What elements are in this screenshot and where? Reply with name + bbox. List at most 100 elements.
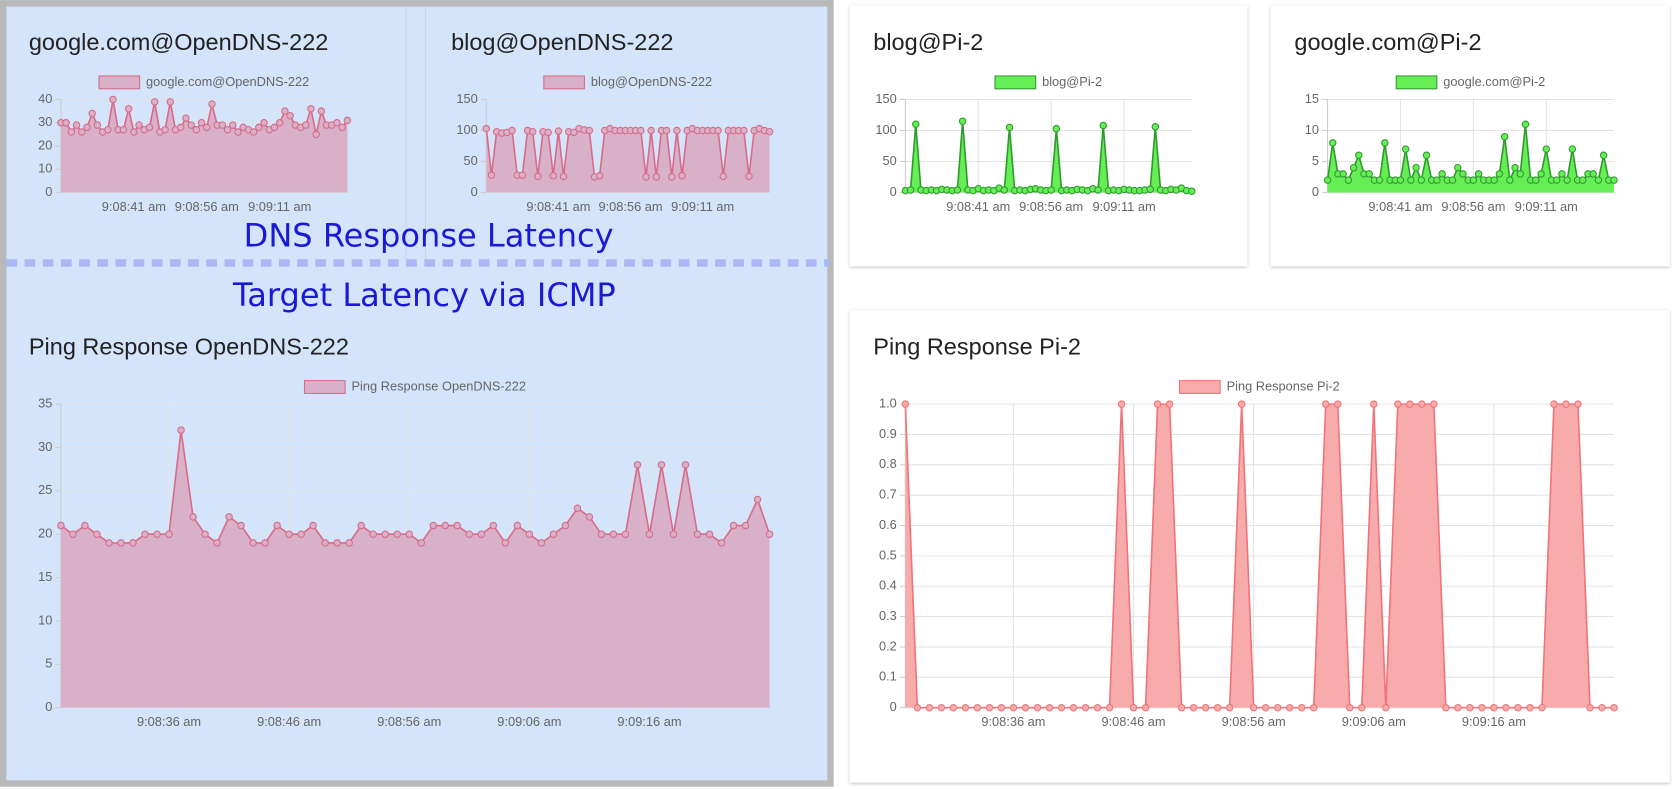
legend-swatch bbox=[543, 75, 585, 90]
point bbox=[1579, 176, 1587, 184]
point bbox=[109, 95, 117, 104]
x-tick-label: 9:08:56 am bbox=[1019, 199, 1083, 214]
point bbox=[621, 530, 630, 538]
point bbox=[62, 118, 70, 127]
x-tick-label: 9:09:11 am bbox=[248, 199, 311, 214]
point bbox=[633, 461, 642, 469]
point bbox=[145, 123, 154, 132]
point bbox=[57, 521, 65, 530]
point bbox=[1153, 400, 1162, 408]
point bbox=[1349, 163, 1358, 172]
point bbox=[647, 126, 655, 135]
point bbox=[508, 126, 516, 135]
point bbox=[681, 461, 690, 469]
point bbox=[1550, 400, 1558, 408]
point bbox=[745, 172, 753, 181]
point bbox=[961, 703, 970, 712]
point bbox=[953, 186, 962, 194]
x-tick-label: 9:08:46 am bbox=[257, 714, 321, 729]
point bbox=[260, 118, 268, 127]
point bbox=[150, 98, 159, 106]
point bbox=[901, 400, 910, 408]
y-tick-label: 150 bbox=[875, 91, 896, 106]
point bbox=[1321, 400, 1330, 408]
point bbox=[1454, 163, 1462, 172]
point bbox=[1594, 176, 1603, 184]
y-tick-label: 0.3 bbox=[879, 608, 897, 623]
area bbox=[905, 121, 1192, 193]
legend-swatch bbox=[1178, 380, 1221, 394]
x-tick-label: 9:09:06 am bbox=[1342, 714, 1406, 729]
point bbox=[559, 172, 568, 181]
point bbox=[1506, 176, 1514, 184]
point bbox=[1469, 176, 1478, 184]
x-tick-label: 9:08:56 am bbox=[598, 199, 662, 214]
point bbox=[177, 426, 185, 434]
point bbox=[343, 116, 352, 125]
point bbox=[637, 126, 645, 135]
chart-title: Ping Response Pi-2 bbox=[873, 334, 1081, 360]
point bbox=[1558, 170, 1566, 178]
point bbox=[705, 530, 714, 538]
point bbox=[83, 123, 91, 132]
y-tick-label: 0.6 bbox=[879, 517, 897, 532]
point bbox=[1396, 176, 1405, 184]
point bbox=[1574, 400, 1582, 408]
point bbox=[237, 521, 245, 530]
point bbox=[225, 513, 233, 521]
point bbox=[1052, 124, 1061, 133]
point bbox=[1442, 703, 1450, 712]
point bbox=[1273, 703, 1282, 712]
x-tick-label: 9:08:36 am bbox=[137, 714, 201, 729]
point bbox=[1069, 703, 1078, 712]
y-tick-label: 150 bbox=[456, 91, 477, 106]
point bbox=[714, 126, 722, 135]
legend-label: blog@Pi-2 bbox=[1042, 74, 1102, 89]
point bbox=[105, 539, 113, 547]
point bbox=[753, 495, 762, 504]
y-tick-label: 15 bbox=[38, 569, 52, 584]
point bbox=[124, 105, 133, 113]
point bbox=[201, 530, 209, 538]
y-tick-label: 0 bbox=[471, 184, 478, 199]
point bbox=[393, 530, 401, 538]
point bbox=[1407, 176, 1415, 184]
point bbox=[925, 703, 934, 712]
y-tick-label: 15 bbox=[1305, 91, 1319, 106]
point bbox=[985, 703, 994, 712]
y-tick-label: 5 bbox=[45, 656, 52, 671]
point bbox=[104, 125, 112, 134]
annotation: Target Latency via ICMP bbox=[232, 276, 616, 314]
point bbox=[906, 186, 915, 194]
point bbox=[1000, 186, 1009, 194]
y-tick-label: 1.0 bbox=[879, 396, 897, 411]
point bbox=[297, 530, 305, 538]
point bbox=[719, 172, 727, 181]
point bbox=[141, 530, 149, 538]
point bbox=[652, 173, 661, 181]
point bbox=[286, 112, 294, 120]
point bbox=[1081, 703, 1090, 712]
point bbox=[1598, 703, 1606, 712]
point bbox=[534, 172, 542, 181]
point bbox=[1151, 123, 1160, 131]
point bbox=[1521, 120, 1530, 129]
point bbox=[1375, 176, 1384, 184]
x-tick-label: 9:09:11 am bbox=[1093, 199, 1156, 214]
point bbox=[275, 118, 284, 127]
point bbox=[117, 539, 125, 547]
point bbox=[249, 539, 257, 547]
point bbox=[1129, 703, 1138, 712]
point bbox=[88, 109, 96, 118]
point bbox=[549, 530, 558, 538]
area bbox=[60, 430, 770, 708]
point bbox=[1610, 176, 1618, 184]
y-tick-label: 100 bbox=[875, 122, 896, 137]
point bbox=[1589, 170, 1597, 178]
point bbox=[1261, 703, 1270, 712]
point bbox=[218, 121, 227, 129]
point bbox=[1237, 400, 1246, 408]
y-tick-label: 50 bbox=[464, 153, 478, 168]
